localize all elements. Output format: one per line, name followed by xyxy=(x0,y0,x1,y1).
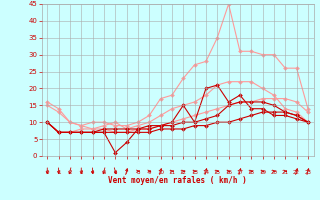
X-axis label: Vent moyen/en rafales ( km/h ): Vent moyen/en rafales ( km/h ) xyxy=(108,176,247,185)
